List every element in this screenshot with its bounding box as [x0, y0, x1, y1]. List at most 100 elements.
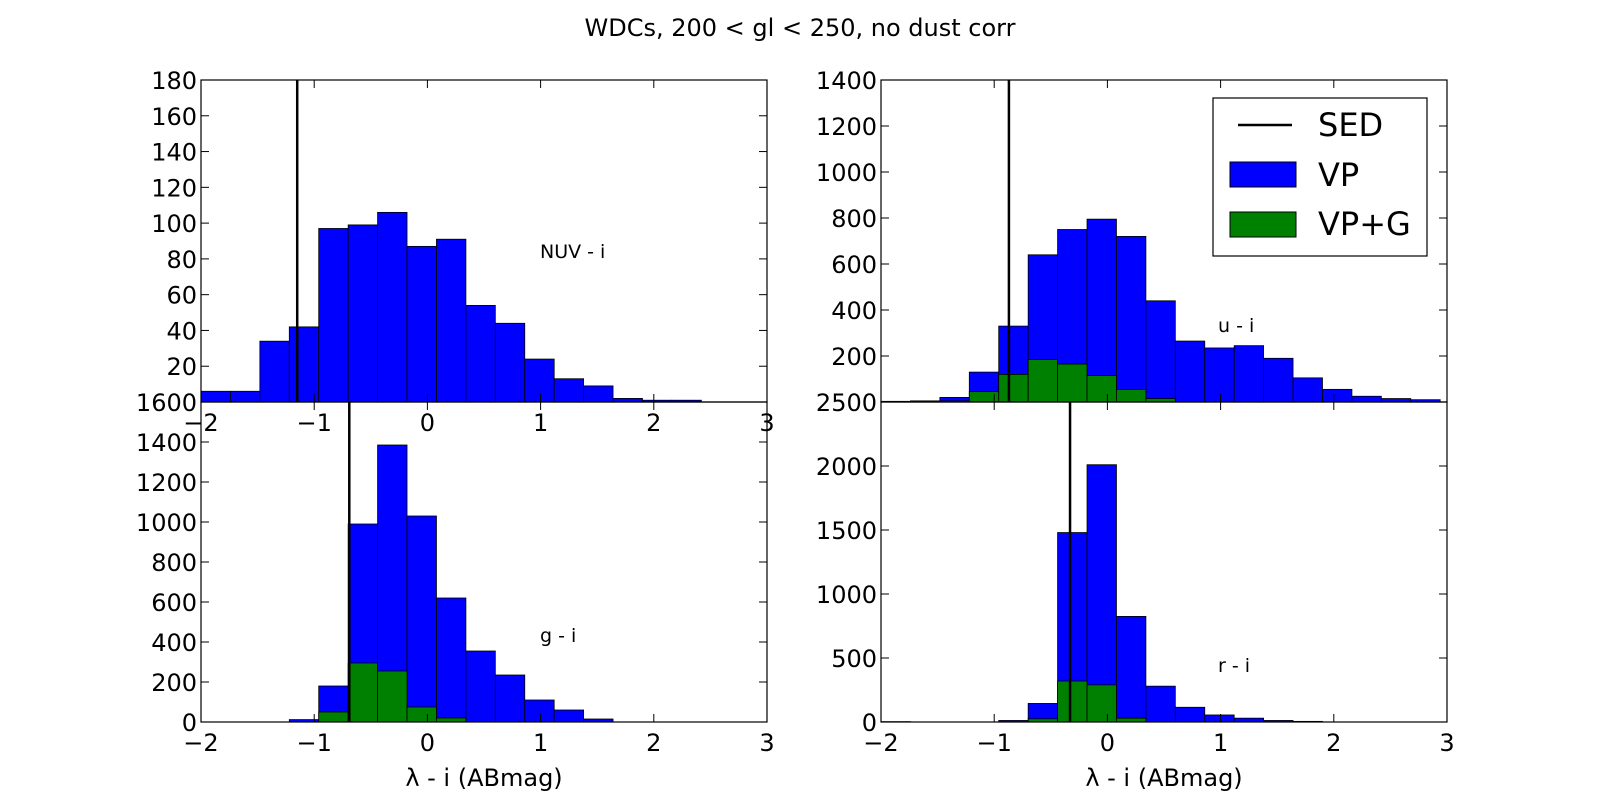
bar-vpg-2	[347, 662, 378, 723]
bar-vp-9	[1145, 300, 1176, 403]
x-tick-label: −1	[977, 729, 1012, 757]
bar-vp-2	[259, 340, 290, 403]
panel-annotation: r - i	[1218, 655, 1250, 677]
y-tick-label: 1000	[816, 159, 877, 187]
panel-r-i: −2 −1 0 1 2 3 0 500 1000 1500 2000 2500 r - i λ - i (…	[816, 389, 1455, 792]
panel-g-i: −2 −1 0 1 2 3 0 200 400 600 800 1000 1200 1400 1600 g -…	[136, 389, 775, 792]
y-tick-label: 1000	[816, 581, 877, 609]
y-tick-label: 500	[831, 645, 877, 673]
legend-vpg-label: VP+G	[1318, 205, 1411, 243]
bar-vpg-4	[406, 706, 437, 723]
y-tick-label: 20	[166, 353, 197, 381]
x-tick-label: 2	[646, 409, 661, 437]
bar-vp-8	[1116, 235, 1147, 403]
bar-vp-10	[1174, 340, 1206, 403]
y-tick-label: 200	[831, 343, 877, 371]
bar-vp-9	[465, 304, 496, 403]
y-tick-label: 600	[831, 251, 877, 279]
bar-vp-5	[436, 597, 467, 723]
y-tick-label: 180	[151, 67, 197, 95]
legend-vp-label: VP	[1318, 156, 1359, 194]
y-tick-label: 800	[151, 549, 197, 577]
x-tick-label: 3	[1439, 729, 1454, 757]
bar-vp-7	[1086, 218, 1117, 403]
bar-vpg-7	[1086, 375, 1117, 403]
panel-annotation: u - i	[1218, 315, 1254, 337]
y-tick-label: 1500	[816, 517, 877, 545]
y-tick-label: 80	[166, 246, 197, 274]
y-tick-label: 400	[151, 629, 197, 657]
x-tick-label: −1	[297, 729, 332, 757]
legend-vpg-swatch	[1229, 211, 1297, 238]
x-tick-label: −2	[183, 729, 218, 757]
bar-vp-12	[1233, 345, 1265, 403]
y-tick-label: 2000	[816, 453, 877, 481]
y-tick-label: 800	[831, 205, 877, 233]
bar-vp-10	[494, 322, 526, 403]
bar-vpg-1	[318, 711, 349, 723]
bar-vp-12	[553, 378, 585, 403]
y-tick-label: 120	[151, 174, 197, 202]
bar-vp-7	[406, 245, 437, 403]
bar-vp-16	[1351, 395, 1382, 403]
bar-vpg-7	[1086, 684, 1117, 723]
x-tick-label: 2	[646, 729, 661, 757]
x-tick-label: 1	[1213, 729, 1228, 757]
bar-vp-13	[583, 385, 614, 403]
bar-vp-11	[524, 358, 555, 403]
bar-vpg-6	[1057, 680, 1088, 723]
y-tick-label: 0	[862, 709, 877, 737]
y-tick-label: 1400	[136, 429, 197, 457]
x-axis-label: λ - i (ABmag)	[405, 764, 562, 792]
bar-vpg-5	[1027, 359, 1058, 403]
bar-vp-8	[524, 699, 555, 723]
bar-vp-9	[553, 709, 585, 723]
panel-annotation: NUV - i	[540, 241, 605, 263]
panel-annotation: g - i	[540, 625, 576, 647]
x-tick-label: 2	[1326, 729, 1341, 757]
y-tick-label: 1200	[816, 113, 877, 141]
x-tick-label: 0	[420, 409, 435, 437]
bar-vp-8	[1116, 616, 1147, 723]
bar-vpg-8	[1116, 388, 1147, 403]
x-axis-label: λ - i (ABmag)	[1085, 764, 1242, 792]
bar-vpg-3	[377, 670, 408, 723]
x-tick-label: 3	[759, 729, 774, 757]
y-tick-label: 140	[151, 139, 197, 167]
figure-title: WDCs, 200 < gl < 250, no dust corr	[585, 14, 1016, 42]
bar-vp-15	[1322, 388, 1353, 403]
x-tick-label: −2	[863, 729, 898, 757]
bar-vp-4	[406, 515, 437, 723]
x-tick-label: 1	[533, 409, 548, 437]
bar-vp-10	[1174, 706, 1206, 723]
bar-vp-11	[1204, 347, 1235, 403]
x-tick-label: −1	[297, 409, 332, 437]
bar-vp-14	[1292, 377, 1323, 403]
y-tick-label: 160	[151, 103, 197, 131]
y-tick-label: 2500	[816, 389, 877, 417]
bar-vp-7	[494, 674, 526, 723]
bar-vp-8	[436, 238, 467, 403]
y-tick-label: 1200	[136, 469, 197, 497]
panel-u-i: 200 400 600 800 1000 1200 1400 u - i	[816, 67, 1448, 403]
axes-frame	[880, 401, 1448, 723]
bar-vp-13	[1263, 357, 1294, 403]
bar-vp-6	[377, 211, 408, 403]
bar-vpg-6	[1057, 363, 1088, 403]
y-tick-label: 40	[166, 317, 197, 345]
y-tick-label: 1400	[816, 67, 877, 95]
y-tick-label: 400	[831, 297, 877, 325]
legend: SED VP VP+G	[1212, 97, 1428, 257]
bar-vp-9	[1145, 685, 1176, 723]
bar-vp-6	[465, 650, 496, 723]
y-tick-label: 1000	[136, 509, 197, 537]
bar-vp-4	[318, 228, 349, 403]
y-tick-label: 100	[151, 210, 197, 238]
bar-vp-3	[288, 326, 320, 403]
y-tick-label: 1600	[136, 389, 197, 417]
legend-sed-label: SED	[1318, 106, 1383, 144]
y-tick-label: 600	[151, 589, 197, 617]
y-tick-label: 60	[166, 282, 197, 310]
